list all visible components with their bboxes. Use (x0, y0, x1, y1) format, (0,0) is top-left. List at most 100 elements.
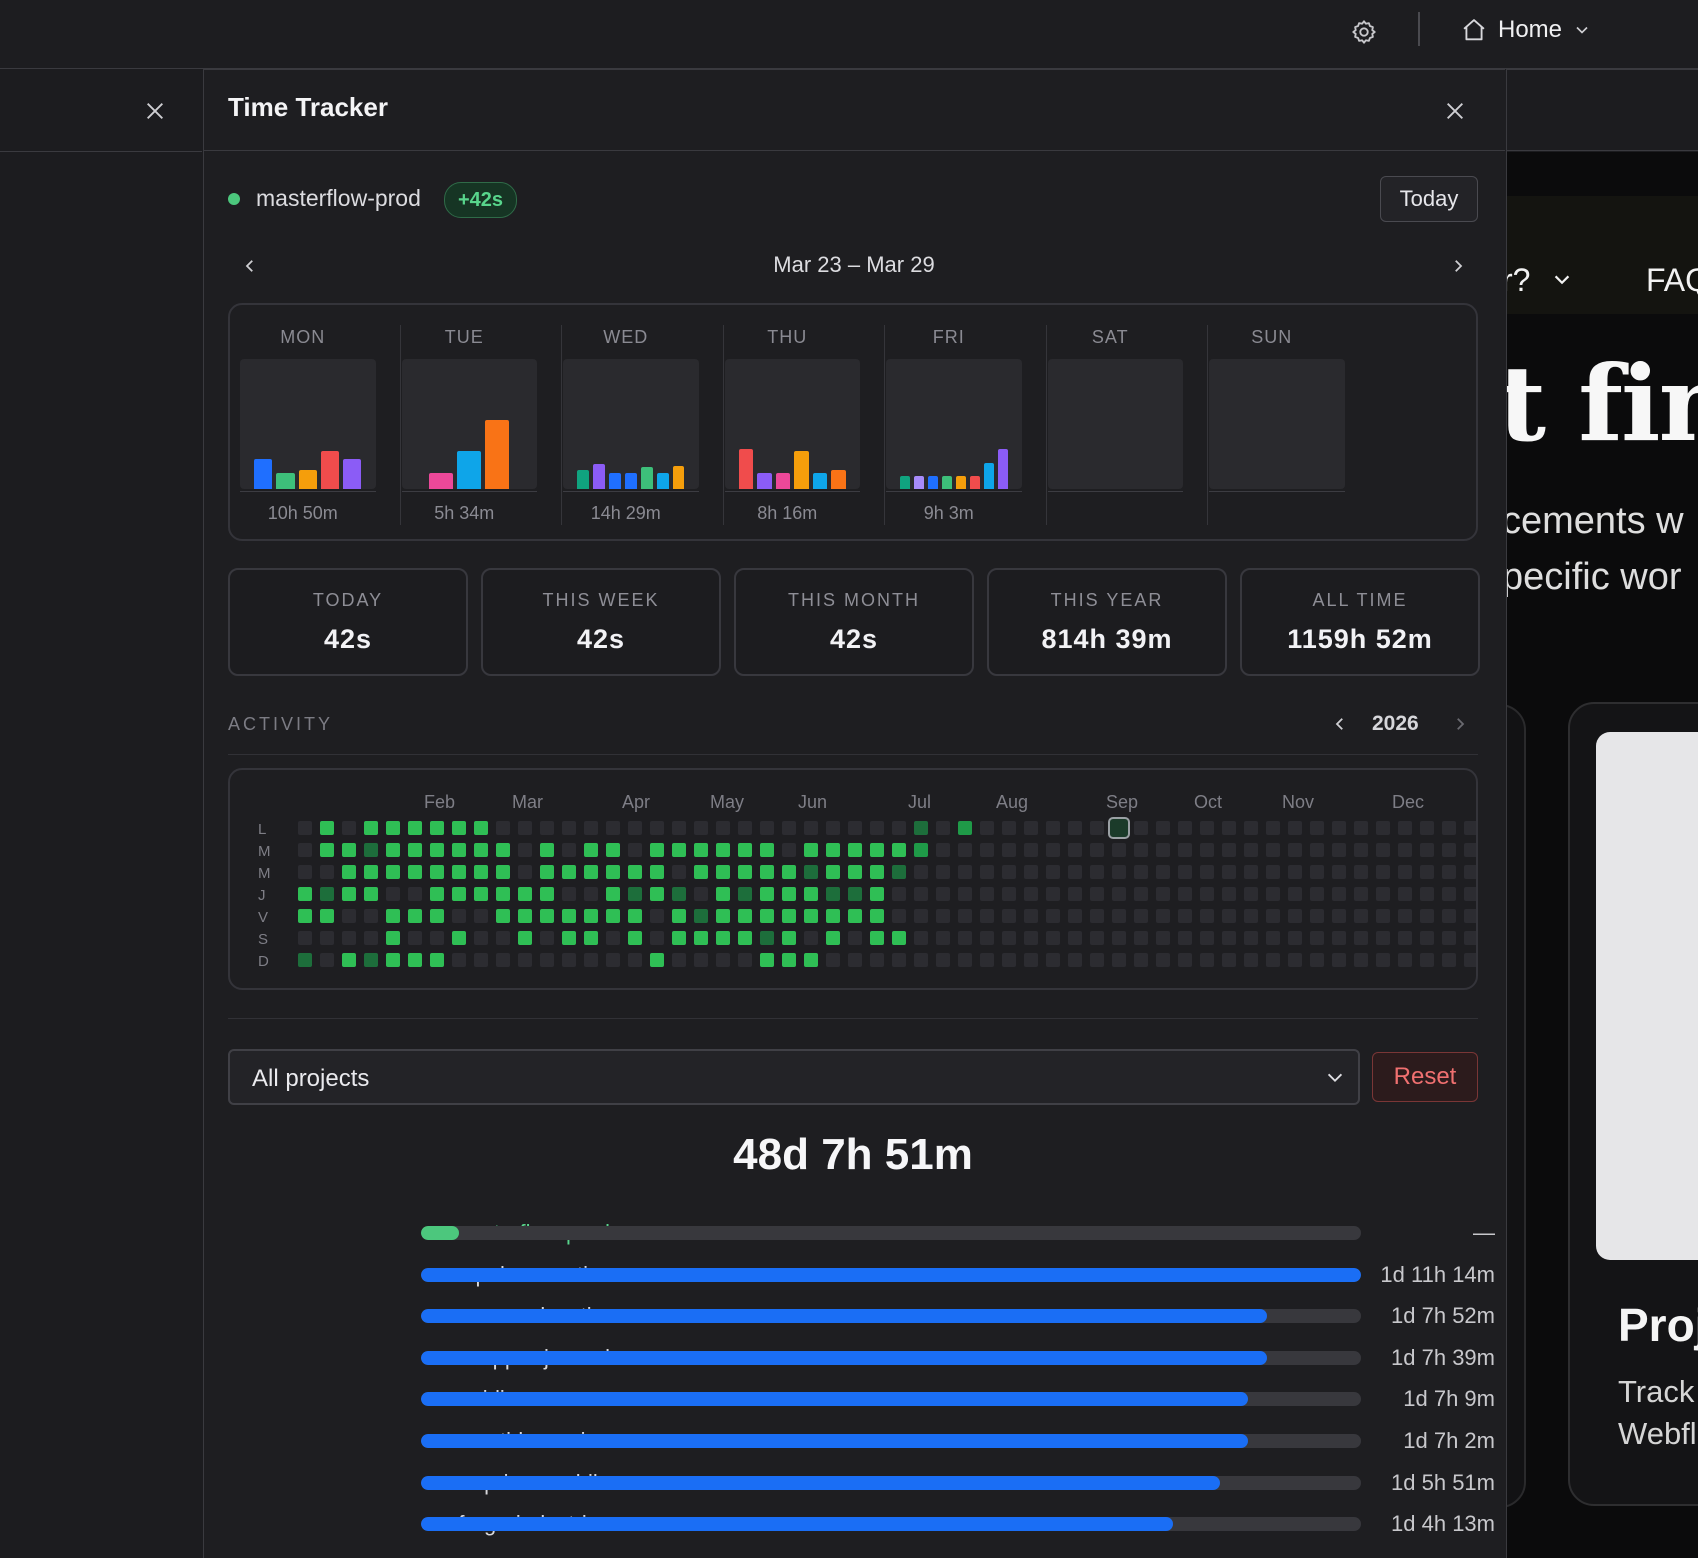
heatmap-cell[interactable] (1046, 931, 1060, 945)
heatmap-cell[interactable] (1354, 821, 1368, 835)
heatmap-cell[interactable] (386, 865, 400, 879)
heatmap-cell[interactable] (1354, 843, 1368, 857)
heatmap-cell[interactable] (1222, 865, 1236, 879)
heatmap-cell[interactable] (540, 865, 554, 879)
heatmap-cell[interactable] (804, 909, 818, 923)
project-row[interactable]: meridian-resea...1d 7h 9m (203, 1378, 1505, 1418)
heatmap-cell[interactable] (672, 865, 686, 879)
heatmap-cell[interactable] (540, 821, 554, 835)
heatmap-cell[interactable] (914, 887, 928, 901)
heatmap-cell[interactable] (1464, 865, 1476, 879)
heatmap-cell[interactable] (562, 865, 576, 879)
heatmap-cell[interactable] (1200, 843, 1214, 857)
heatmap-cell[interactable] (1244, 843, 1258, 857)
heatmap-cell[interactable] (760, 909, 774, 923)
heatmap-cell[interactable] (1024, 843, 1038, 857)
heatmap-cell[interactable] (1156, 821, 1170, 835)
heatmap-cell[interactable] (694, 887, 708, 901)
previous-week-chevron-left-icon[interactable] (238, 252, 262, 280)
heatmap-cell[interactable] (474, 821, 488, 835)
heatmap-cell[interactable] (694, 953, 708, 967)
heatmap-cell[interactable] (1266, 887, 1280, 901)
heatmap-cell[interactable] (584, 931, 598, 945)
heatmap-cell[interactable] (1376, 865, 1390, 879)
heatmap-cell[interactable] (1222, 821, 1236, 835)
heatmap-cell[interactable] (1464, 821, 1476, 835)
heatmap-cell[interactable] (1200, 953, 1214, 967)
heatmap-cell[interactable] (628, 887, 642, 901)
heatmap-cell[interactable] (1310, 865, 1324, 879)
heatmap-cell[interactable] (738, 865, 752, 879)
heatmap-cell[interactable] (342, 909, 356, 923)
heatmap-cell[interactable] (1002, 821, 1016, 835)
day-column-thu[interactable]: THU 8h 16m (707, 305, 869, 539)
heatmap-cell[interactable] (1002, 909, 1016, 923)
heatmap-cell[interactable] (1024, 953, 1038, 967)
heatmap-cell[interactable] (584, 909, 598, 923)
heatmap-cell[interactable] (1376, 821, 1390, 835)
settings-gear-icon[interactable] (1346, 14, 1382, 50)
heatmap-cell[interactable] (1354, 909, 1368, 923)
heatmap-cell[interactable] (518, 843, 532, 857)
heatmap-cell[interactable] (1332, 821, 1346, 835)
heatmap-cell[interactable] (1288, 843, 1302, 857)
heatmap-cell[interactable] (562, 887, 576, 901)
heatmap-cell[interactable] (1200, 931, 1214, 945)
heatmap-cell[interactable] (496, 953, 510, 967)
heatmap-cell[interactable] (1112, 931, 1126, 945)
heatmap-cell[interactable] (562, 931, 576, 945)
heatmap-cell[interactable] (716, 931, 730, 945)
heatmap-cell[interactable] (298, 931, 312, 945)
heatmap-cell[interactable] (958, 821, 972, 835)
heatmap-cell[interactable] (298, 909, 312, 923)
heatmap-cell[interactable] (364, 953, 378, 967)
heatmap-cell[interactable] (1288, 887, 1302, 901)
heatmap-cell[interactable] (1178, 909, 1192, 923)
heatmap-cell[interactable] (958, 931, 972, 945)
project-row[interactable]: tide-marine1d 7h 2m (203, 1420, 1505, 1460)
heatmap-cell[interactable] (1244, 953, 1258, 967)
heatmap-cell[interactable] (298, 865, 312, 879)
heatmap-cell[interactable] (518, 909, 532, 923)
heatmap-cell[interactable] (430, 909, 444, 923)
left-panel-close-icon[interactable] (138, 94, 172, 128)
heatmap-cell[interactable] (870, 909, 884, 923)
heatmap-cell[interactable] (518, 931, 532, 945)
heatmap-cell[interactable] (804, 843, 818, 857)
heatmap-cell[interactable] (606, 843, 620, 857)
heatmap-cell[interactable] (518, 865, 532, 879)
heatmap-cell[interactable] (1222, 953, 1236, 967)
heatmap-cell[interactable] (1112, 909, 1126, 923)
heatmap-cell[interactable] (1376, 953, 1390, 967)
heatmap-cell[interactable] (1266, 843, 1280, 857)
heatmap-cell[interactable] (452, 953, 466, 967)
heatmap-cell[interactable] (1332, 843, 1346, 857)
heatmap-cell[interactable] (716, 909, 730, 923)
heatmap-cell[interactable] (474, 887, 488, 901)
heatmap-cell[interactable] (1442, 909, 1456, 923)
heatmap-cell[interactable] (408, 843, 422, 857)
heatmap-cell[interactable] (1288, 931, 1302, 945)
heatmap-cell[interactable] (870, 953, 884, 967)
heatmap-cell[interactable] (1420, 865, 1434, 879)
heatmap-cell[interactable] (804, 865, 818, 879)
heatmap-cell[interactable] (870, 865, 884, 879)
heatmap-cell[interactable] (386, 843, 400, 857)
heatmap-cell[interactable] (1244, 931, 1258, 945)
heatmap-cell[interactable] (1398, 843, 1412, 857)
heatmap-cell[interactable] (1464, 887, 1476, 901)
heatmap-cell[interactable] (1222, 843, 1236, 857)
heatmap-cell[interactable] (760, 821, 774, 835)
heatmap-cell[interactable] (1178, 887, 1192, 901)
heatmap-cell[interactable] (914, 931, 928, 945)
heatmap-cell[interactable] (914, 953, 928, 967)
heatmap-cell[interactable] (1332, 887, 1346, 901)
heatmap-cell[interactable] (1310, 909, 1324, 923)
heatmap-cell[interactable] (760, 865, 774, 879)
heatmap-cell[interactable] (1200, 821, 1214, 835)
heatmap-cell[interactable] (1376, 909, 1390, 923)
heatmap-cell[interactable] (1310, 843, 1324, 857)
heatmap-cell[interactable] (1244, 821, 1258, 835)
heatmap-cell[interactable] (936, 953, 950, 967)
heatmap-cell[interactable] (1178, 931, 1192, 945)
